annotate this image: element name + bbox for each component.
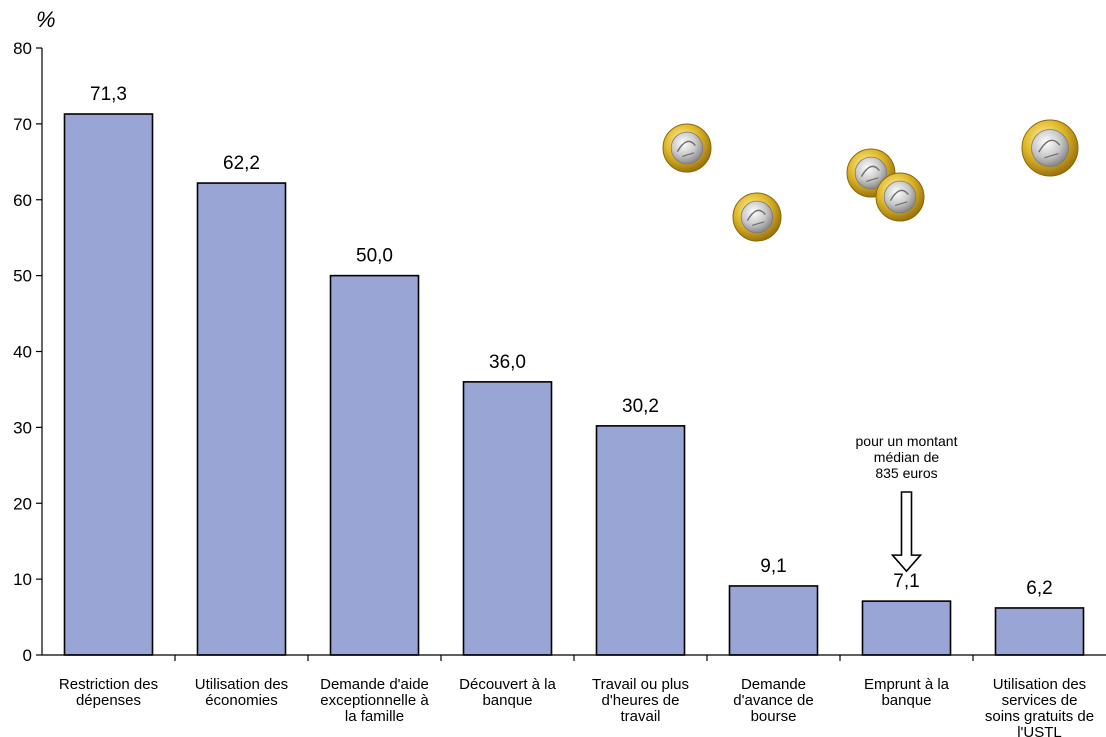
value-label: 71,3	[90, 84, 127, 105]
value-label: 50,0	[356, 246, 393, 267]
y-tick-label: 40	[13, 343, 32, 362]
annotation-line: pour un montant	[856, 433, 958, 449]
euro-coin-icon	[875, 172, 925, 222]
category-label-line: services de	[1002, 692, 1078, 709]
category-label-line: exceptionnelle à	[320, 692, 429, 709]
value-label: 62,2	[223, 153, 260, 174]
category-label: Découvert à la banque	[459, 676, 556, 709]
category-label-line: banque	[881, 692, 931, 709]
value-labels-group: 71,3 62,2 50,0 36,0 30,2 9,1 7,1 6,2	[90, 84, 1053, 599]
y-tick-label: 10	[13, 570, 32, 589]
category-label-line: Emprunt à la	[864, 676, 950, 693]
bar	[329, 274, 420, 656]
category-label: Demande d'avance de bourse	[733, 676, 813, 725]
coin-decorations	[662, 119, 1079, 242]
y-tick-label: 80	[13, 39, 32, 58]
category-label-line: Utilisation des	[195, 676, 288, 693]
category-label-line: Demande	[741, 676, 806, 693]
euro-coin-icon	[846, 148, 896, 198]
y-tick-label: 20	[13, 494, 32, 513]
bar	[63, 113, 154, 656]
value-label: 36,0	[489, 352, 526, 373]
category-label-line: Demande d'aide	[320, 676, 429, 693]
annotation-text: pour un montant médian de 835 euros	[856, 433, 958, 481]
category-label-line: l'USTL	[1017, 724, 1062, 737]
category-label: Emprunt à la banque	[864, 676, 950, 709]
category-label-line: Découvert à la	[459, 676, 556, 693]
bar	[196, 182, 287, 656]
bar	[595, 425, 686, 656]
value-label: 9,1	[760, 556, 786, 577]
y-tick-label: 70	[13, 115, 32, 134]
category-label: Utilisation des services de soins gratuits…	[985, 676, 1094, 737]
y-tick-label: 60	[13, 191, 32, 210]
y-tick-label: 0	[23, 646, 32, 665]
category-label-line: dépenses	[76, 692, 141, 709]
category-label-line: banque	[482, 692, 532, 709]
euro-coin-icon	[1021, 119, 1079, 177]
value-label: 30,2	[622, 396, 659, 417]
value-label: 6,2	[1026, 578, 1052, 599]
category-label: Utilisation des économies	[195, 676, 288, 709]
category-label-line: Travail ou plus	[592, 676, 689, 693]
category-label: Demande d'aide exceptionnelle à la famille	[320, 676, 429, 725]
annotation-line: médian de	[874, 449, 940, 465]
category-label: Restriction des dépenses	[59, 676, 158, 709]
category-label-line: bourse	[751, 708, 797, 725]
category-label-line: d'avance de	[733, 692, 813, 709]
bar	[861, 600, 952, 656]
annotation-group: pour un montant médian de 835 euros	[856, 433, 958, 573]
value-label: 7,1	[893, 571, 919, 592]
bar	[728, 585, 819, 656]
category-label-line: d'heures de	[602, 692, 680, 709]
category-label-line: soins gratuits de	[985, 708, 1094, 725]
category-label-line: travail	[620, 708, 660, 725]
category-label-line: économies	[205, 692, 278, 709]
y-axis-unit-label: %	[36, 7, 56, 32]
annotation-arrow-icon	[890, 491, 923, 573]
category-label-line: la famille	[345, 708, 404, 725]
y-tick-label: 30	[13, 418, 32, 437]
y-tick-label: 50	[13, 267, 32, 286]
annotation-line: 835 euros	[875, 465, 937, 481]
bar	[462, 381, 553, 656]
category-label-line: Utilisation des	[993, 676, 1086, 693]
euro-coin-icon	[732, 192, 782, 242]
bar	[994, 607, 1085, 656]
category-label: Travail ou plus d'heures de travail	[592, 676, 689, 725]
category-label-line: Restriction des	[59, 676, 158, 693]
axes-group: 0 10 20 30 40 50 60 70 80	[13, 39, 1106, 665]
bars-group	[63, 113, 1085, 656]
euro-coin-icon	[662, 123, 712, 173]
